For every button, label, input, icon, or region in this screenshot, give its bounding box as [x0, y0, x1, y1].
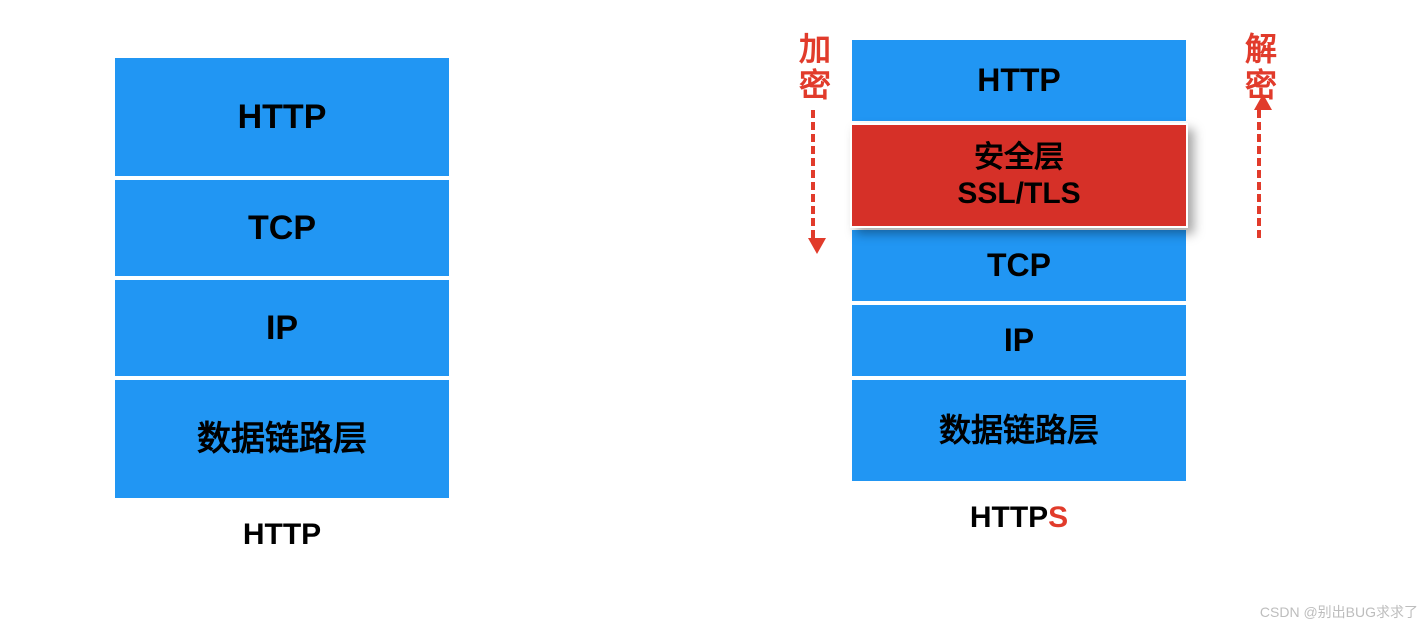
layer-box: IP	[113, 278, 451, 378]
encrypt-arrow: 加密	[790, 32, 836, 238]
layer-box: 数据链路层	[850, 378, 1188, 483]
decrypt-arrow: 解密	[1236, 32, 1282, 238]
stack-label: HTTPS	[970, 501, 1068, 535]
https-stack: HTTP安全层SSL/TLSTCPIP数据链路层HTTPS	[850, 38, 1188, 535]
layer-box: 数据链路层	[113, 378, 451, 500]
layer-box: TCP	[113, 178, 451, 278]
arrow-head-down-icon	[808, 238, 826, 254]
encrypt-label: 加密	[790, 32, 836, 104]
layer-label: 数据链路层	[939, 411, 1099, 449]
layer-label: 数据链路层	[197, 419, 367, 460]
layer-label: IP	[1004, 321, 1034, 359]
layer-box: HTTP	[113, 56, 451, 178]
layer-label: HTTP	[977, 61, 1061, 99]
stack-label-prefix: HTTP	[970, 501, 1048, 534]
encrypt-arrow-line	[811, 110, 815, 238]
layer-label: HTTP	[238, 97, 327, 138]
layer-box: 安全层SSL/TLS	[850, 123, 1188, 228]
arrow-head-up-icon	[1254, 94, 1272, 110]
layer-box: TCP	[850, 228, 1188, 303]
layer-label: TCP	[987, 246, 1051, 284]
layer-label: SSL/TLS	[957, 176, 1080, 212]
layer-label: IP	[266, 308, 298, 349]
decrypt-arrow-line	[1257, 110, 1261, 238]
layer-label: TCP	[248, 208, 316, 249]
layer-label: 安全层	[974, 140, 1064, 176]
layer-box: HTTP	[850, 38, 1188, 123]
stack-label: HTTP	[243, 518, 321, 552]
watermark: CSDN @别出BUG求求了	[1260, 602, 1418, 622]
stack-label-suffix: S	[1048, 501, 1068, 534]
http-stack: HTTP TCP IP 数据链路层 HTTP	[113, 56, 451, 552]
layer-box: IP	[850, 303, 1188, 378]
